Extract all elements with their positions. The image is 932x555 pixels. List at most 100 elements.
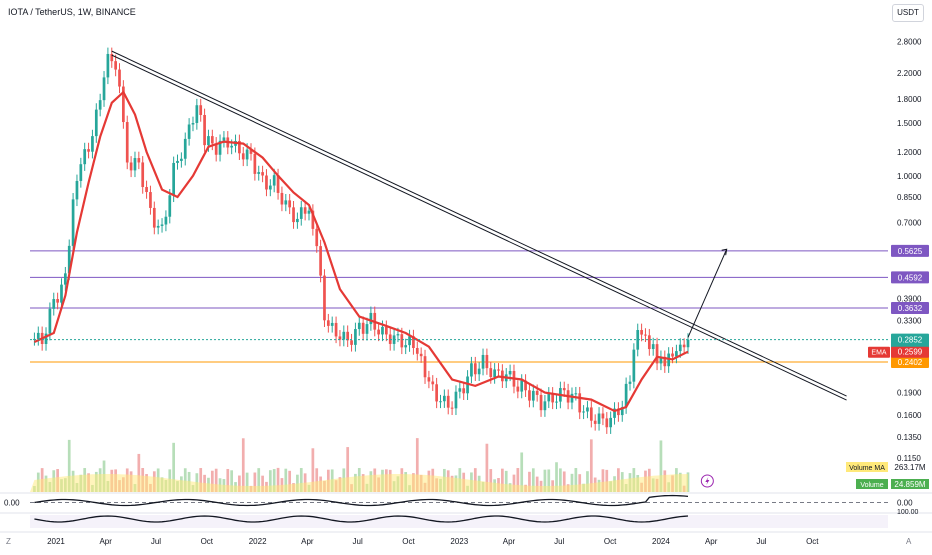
candle-body xyxy=(280,192,284,205)
candle-body xyxy=(647,335,651,350)
volume-bar xyxy=(528,471,531,492)
candle-body xyxy=(125,122,129,163)
candle-body xyxy=(651,344,655,350)
ema-value-label: 0.2599 xyxy=(898,348,923,357)
volume-bar xyxy=(315,468,319,492)
last-price-label: 0.2852 xyxy=(898,336,923,345)
candle-body xyxy=(176,160,179,163)
volume-bar xyxy=(172,442,175,492)
y-tick-label: 0.3900 xyxy=(897,295,922,304)
candle-body xyxy=(257,172,261,174)
candle-body xyxy=(640,330,643,335)
candle-body xyxy=(265,175,268,190)
candle-body xyxy=(415,347,419,354)
candle-body xyxy=(87,149,90,152)
volume-ma-area xyxy=(30,474,689,492)
volume-bar xyxy=(535,476,539,492)
candle-body xyxy=(52,299,56,309)
volume-ma-value: 263.17M xyxy=(894,463,925,472)
volume-bar xyxy=(253,472,257,492)
candle-body xyxy=(187,124,191,139)
volume-bar xyxy=(485,443,489,492)
volume-bar xyxy=(284,468,288,492)
candle-body xyxy=(586,407,589,412)
candle-body xyxy=(582,411,585,413)
volume-bar xyxy=(570,473,574,492)
candle-body xyxy=(323,275,326,321)
lightning-glyph xyxy=(705,477,710,485)
candle-body xyxy=(682,344,686,348)
candle-body xyxy=(396,334,400,336)
currency-button[interactable]: USDT xyxy=(892,4,924,22)
candle-body xyxy=(686,339,690,348)
candle-body xyxy=(450,407,454,409)
candle-body xyxy=(508,370,512,375)
volume-bar xyxy=(543,469,547,492)
volume-bar xyxy=(559,468,562,492)
level-badge xyxy=(891,271,929,284)
candle-body xyxy=(330,322,334,326)
volume-bar xyxy=(311,448,315,492)
candle-body xyxy=(617,408,620,416)
level-label: 0.4592 xyxy=(898,273,923,282)
candle-body xyxy=(365,324,369,334)
candle-body xyxy=(299,207,303,219)
x-tick-label: Apr xyxy=(99,537,112,546)
ema-name-badge xyxy=(868,346,890,358)
y-tick-label: 0.1350 xyxy=(897,433,922,442)
volume-bar xyxy=(574,468,578,492)
volume-bar xyxy=(415,438,419,492)
volume-bar xyxy=(272,469,276,492)
candle-body xyxy=(168,195,172,217)
x-tick-label: 2022 xyxy=(249,537,267,546)
candle-body xyxy=(443,395,446,402)
candle-body xyxy=(369,312,373,325)
oscillator-2-line xyxy=(34,515,689,523)
volume-bar xyxy=(659,440,663,492)
candle-body xyxy=(593,420,597,424)
volume-bar xyxy=(346,447,350,492)
arrow-head xyxy=(721,248,728,256)
auto-scale-label: A xyxy=(906,537,912,546)
volume-bar xyxy=(605,469,609,492)
y-tick-label: 1.0000 xyxy=(897,172,922,181)
candle-body xyxy=(547,393,551,402)
candle-body xyxy=(419,353,423,357)
candle-body xyxy=(199,105,203,115)
volume-bar xyxy=(504,470,508,492)
ema-value-badge xyxy=(891,346,929,358)
volume-bar xyxy=(562,471,566,492)
candle-body xyxy=(524,380,527,391)
volume-bar xyxy=(230,470,234,492)
candle-body xyxy=(628,381,632,384)
candle-body xyxy=(67,245,71,274)
volume-bar xyxy=(210,470,214,492)
candle-body xyxy=(334,322,338,337)
candle-body xyxy=(191,123,195,125)
candle-body xyxy=(435,384,438,402)
candle-body xyxy=(180,158,183,161)
volume-bar xyxy=(276,467,280,492)
oscillator-1-right-label: 0.00 xyxy=(897,499,913,508)
candle-body xyxy=(408,336,411,346)
candle-body xyxy=(377,329,380,335)
candle-body xyxy=(60,284,63,303)
axes: 2.8000 2.2000 1.8000 1.5000 1.2000 1.0000 0.85… xyxy=(6,37,922,546)
ema-path xyxy=(33,90,689,413)
y-tick-label: 0.3300 xyxy=(897,317,922,326)
candle-body xyxy=(272,175,276,186)
candle-body xyxy=(520,380,524,392)
y-tick-label: 2.8000 xyxy=(897,37,922,46)
y-tick-label: 0.1150 xyxy=(897,454,921,463)
oscillator-1-line xyxy=(34,494,689,507)
candle-body xyxy=(214,143,218,155)
candle-body xyxy=(79,164,83,181)
candle-body xyxy=(183,138,187,159)
level-badge xyxy=(891,244,929,257)
candle-body xyxy=(245,149,249,160)
zoom-label: Z xyxy=(6,537,11,546)
x-tick-label: Jul xyxy=(151,537,161,546)
candle-body xyxy=(156,225,160,228)
